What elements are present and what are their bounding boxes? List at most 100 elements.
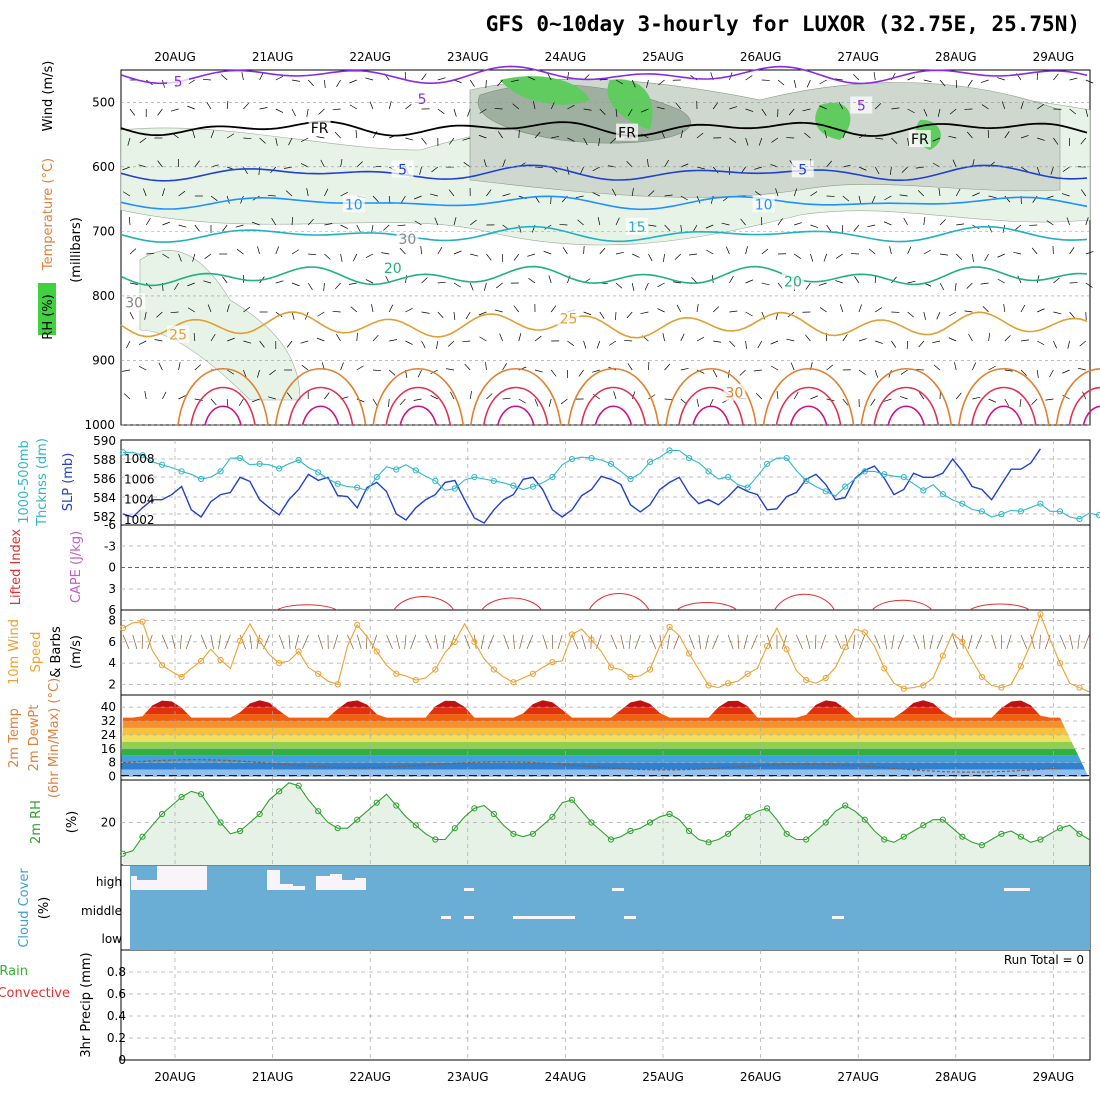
- wind-barb: [842, 398, 849, 406]
- wind-barb: [437, 281, 446, 284]
- wind-barb: [405, 103, 412, 110]
- wind-barb: [513, 305, 520, 313]
- thickness-line-point: [256, 460, 263, 467]
- wind-barb: [449, 137, 455, 145]
- wind-barb: [631, 188, 634, 197]
- wind-barb: [755, 393, 763, 400]
- wind-barb: [672, 281, 681, 284]
- wind-barb: [534, 131, 541, 139]
- top-day-label: 20AUG: [154, 50, 196, 64]
- wind-barb: [528, 278, 536, 284]
- wind-barb: [923, 249, 931, 255]
- wind-barb: [664, 159, 669, 168]
- wind-barb: [592, 369, 600, 373]
- surface-wind-barb: [487, 634, 495, 650]
- wind-barb: [268, 396, 276, 400]
- contour-label-bg: [381, 259, 404, 277]
- contour-label-bg: [557, 309, 580, 327]
- wind-barb: [696, 195, 701, 204]
- contour-label: 30: [399, 232, 417, 248]
- wind-barb: [291, 108, 296, 117]
- wind-barb: [269, 369, 277, 376]
- wind-barb: [954, 282, 957, 291]
- rh-line-point: [920, 822, 927, 829]
- wind-barb: [300, 340, 309, 344]
- wind-barb: [486, 189, 492, 197]
- wind-barb: [267, 194, 276, 197]
- rh-line-point: [451, 825, 458, 832]
- rh-line-point: [432, 836, 439, 843]
- wind-barb: [162, 391, 167, 400]
- contour-label-bg: [396, 230, 419, 248]
- wind-barb: [577, 219, 584, 226]
- surface-wind-barb: [649, 634, 657, 650]
- wind-barb: [793, 391, 799, 400]
- bottom-day-label: 21AUG: [252, 1070, 294, 1084]
- wind-barb: [1085, 251, 1094, 255]
- rh-line-point: [685, 827, 693, 835]
- rh-line-point: [158, 810, 166, 818]
- wind-barb: [583, 340, 587, 349]
- wind-barb: [226, 100, 229, 110]
- wind-barb: [729, 310, 738, 313]
- contour-30: [177, 368, 269, 426]
- wind-speed-line-point: [256, 637, 263, 644]
- wind-barb: [810, 253, 814, 262]
- wind-barb: [259, 137, 266, 144]
- dewpoint-line: [122, 759, 1061, 773]
- wind-barb: [193, 332, 196, 342]
- wind-barb: [1067, 340, 1070, 349]
- wind-barb: [518, 398, 526, 404]
- surface-wind-barb: [610, 634, 618, 650]
- wind-barb: [372, 130, 378, 139]
- thickness-line-point: [861, 468, 868, 475]
- wind-barb: [932, 340, 941, 344]
- wind-barb: [138, 164, 147, 168]
- contour-30: [958, 368, 1050, 426]
- wind-barb: [1020, 339, 1029, 342]
- wind-barb: [710, 195, 714, 204]
- thickness-axis-label: 1000-500mb: [17, 440, 32, 524]
- surface-wind-barb: [853, 634, 856, 649]
- rh-line-point: [256, 810, 263, 818]
- wind-barb: [1031, 247, 1038, 255]
- wind-barb: [324, 223, 333, 226]
- contour-label-bg: [850, 96, 873, 114]
- wind-barb: [891, 137, 898, 144]
- wind-barb: [705, 224, 714, 229]
- wind-barb: [761, 248, 769, 255]
- wind-barb: [984, 253, 989, 262]
- wind-barb: [1080, 189, 1087, 197]
- rh-line-point: [217, 819, 224, 826]
- wind-barb: [923, 108, 928, 117]
- wind-barb: [739, 369, 746, 376]
- wind-speed-line-point: [1037, 611, 1044, 618]
- contour-30: [860, 368, 952, 426]
- wind-barb: [627, 108, 633, 117]
- surface-wind-barb: [464, 634, 471, 650]
- wind-barb: [948, 135, 957, 139]
- thickness-line-point: [1076, 515, 1083, 523]
- contour-label-bg: [752, 195, 775, 213]
- lifted-tick: 3: [108, 582, 116, 596]
- wind-barb: [988, 195, 997, 199]
- wind-barb: [956, 223, 965, 226]
- wind-barb: [745, 75, 753, 81]
- wind-speed-line-point: [588, 636, 595, 643]
- rh-line-point: [881, 836, 888, 843]
- surface-wind-barb: [727, 634, 734, 649]
- wind-speed-line-point: [510, 679, 517, 686]
- wind-speed-line-point: [490, 666, 497, 673]
- contour-20: [120, 265, 1088, 287]
- wind-barb: [243, 340, 252, 344]
- wind-speed-line-point: [354, 621, 361, 628]
- surface-wind-barb: [737, 634, 740, 649]
- surface-wind-barb: [883, 634, 888, 649]
- wind-speed-line-point: [842, 644, 849, 651]
- wind-barb: [988, 398, 997, 403]
- wind-barb: [144, 391, 147, 400]
- wind-barb: [648, 394, 656, 400]
- thickness-axis-label2: Thcknss (dm): [35, 438, 50, 527]
- wind-speed-line-point: [744, 670, 751, 677]
- temperature-axis-label: Temperature (°C): [41, 158, 56, 271]
